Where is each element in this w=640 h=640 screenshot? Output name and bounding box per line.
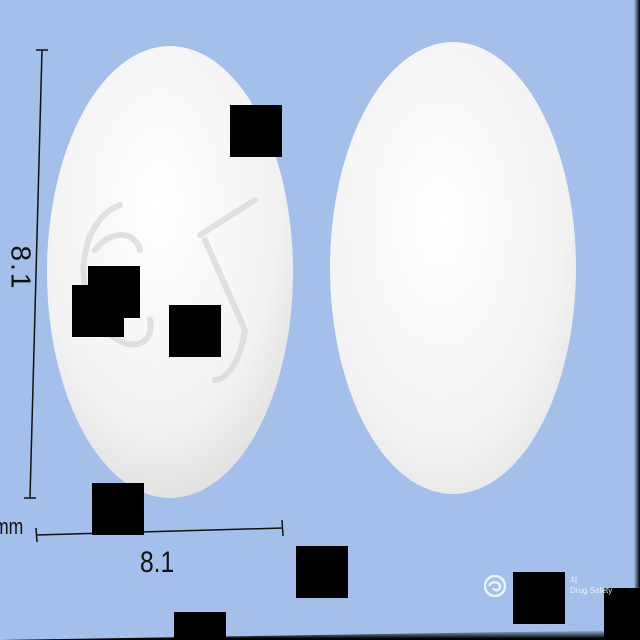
logo-swirl-icon: [484, 575, 506, 597]
edge-shadow-right: [634, 0, 640, 640]
redaction-box: [169, 305, 221, 357]
tablet-back: [330, 42, 576, 494]
redaction-box: [513, 572, 565, 624]
watermark-logo: 처 Drug Safety: [484, 575, 612, 597]
width-dimension-tick-right: [281, 519, 284, 537]
width-dimension-tick-left: [35, 527, 38, 543]
edge-shadow-bottom: [0, 630, 640, 640]
redaction-box: [296, 546, 348, 598]
width-dimension-label: 8.1: [140, 546, 175, 579]
unit-label: mm: [0, 514, 24, 539]
height-dimension-line: [29, 49, 43, 499]
tablet-front: [47, 46, 293, 498]
width-dimension-line: [35, 527, 284, 536]
height-dimension-label: 8.1: [5, 245, 37, 291]
redaction-box: [72, 285, 124, 337]
redaction-box: [174, 612, 226, 640]
redaction-box: [230, 105, 282, 157]
logo-text-top: 처: [570, 576, 578, 585]
redaction-box: [92, 483, 144, 535]
logo-text-bottom: Drug Safety: [570, 586, 613, 595]
